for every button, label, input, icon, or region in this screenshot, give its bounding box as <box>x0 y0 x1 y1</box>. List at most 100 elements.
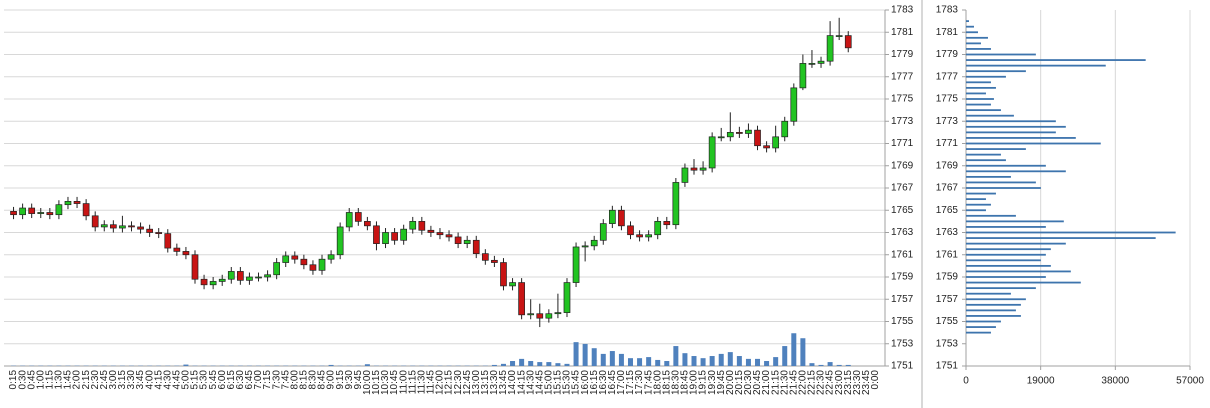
x-tick-label: 38000 <box>1101 376 1129 387</box>
candle-body <box>191 254 199 280</box>
x-tick-label: 21:00 <box>761 370 772 395</box>
candle-body <box>427 229 435 233</box>
candle-body <box>663 221 671 226</box>
x-tick-label: 0:45 <box>26 370 37 390</box>
x-tick-label: 20:00 <box>725 370 736 395</box>
volume-bar <box>664 361 670 366</box>
y-tick-label: 1775 <box>891 94 914 105</box>
y-tick-label: 1771 <box>891 138 914 149</box>
profile-bar <box>966 292 1011 295</box>
y-tick-label: 1777 <box>891 71 914 82</box>
profile-bar <box>966 31 978 34</box>
volume-bar <box>764 361 770 366</box>
candle-body <box>237 271 244 281</box>
volume-bar <box>836 364 842 366</box>
x-tick-label: 12:00 <box>435 370 446 395</box>
candle-body <box>173 247 181 252</box>
profile-bar <box>966 48 991 50</box>
x-tick-label: 16:30 <box>598 370 609 395</box>
candle-body <box>844 35 852 49</box>
x-tick-label: 15:45 <box>571 370 582 395</box>
x-tick-label: 4:30 <box>162 370 173 390</box>
x-tick-label: 22:30 <box>816 370 827 395</box>
x-tick-label: 5:15 <box>190 370 201 390</box>
candle-body <box>227 271 235 280</box>
candle-body <box>500 262 507 287</box>
profile-bar <box>966 253 1046 256</box>
y-tick-label: 1769 <box>936 160 959 171</box>
profile-bar <box>966 92 986 95</box>
candle-body <box>754 129 761 147</box>
volume-bar <box>791 333 797 366</box>
profile-bar <box>966 98 994 100</box>
volume-bar <box>364 364 370 366</box>
profile-bar <box>966 164 1046 167</box>
x-tick-label: 19:15 <box>698 370 709 395</box>
volume-bar <box>537 362 543 366</box>
profile-bar <box>966 81 991 84</box>
x-tick-label: 13:30 <box>489 370 500 395</box>
candle-body <box>273 262 281 276</box>
candle-body <box>835 35 843 37</box>
x-tick-label: 2:15 <box>81 370 92 390</box>
profile-bar <box>966 259 1041 262</box>
volume-bar <box>736 356 742 366</box>
profile-bar <box>966 59 1146 61</box>
volume-bar <box>718 353 724 366</box>
x-tick-label: 12:45 <box>462 370 473 395</box>
candle-body <box>82 203 90 217</box>
candle-body <box>545 313 553 319</box>
x-tick-label: 2:45 <box>99 370 110 390</box>
y-tick-label: 1781 <box>891 27 914 38</box>
profile-bar <box>966 203 991 206</box>
x-tick-label: 0:00 <box>870 370 881 390</box>
y-tick-label: 1771 <box>936 138 959 149</box>
profile-bar <box>966 198 986 201</box>
x-tick-label: 22:00 <box>798 370 809 395</box>
y-tick-label: 1755 <box>891 316 914 327</box>
volume-bar <box>727 352 733 366</box>
candle-body <box>590 239 598 247</box>
candle-body <box>37 212 45 214</box>
candle-body <box>745 129 752 134</box>
x-tick-label: 4:45 <box>171 370 182 390</box>
x-tick-label: 3:30 <box>126 370 137 390</box>
y-tick-label: 1761 <box>891 249 914 260</box>
profile-bar <box>966 214 1016 217</box>
profile-bar <box>966 137 1076 139</box>
candle-body <box>146 228 153 233</box>
x-tick-label: 7:15 <box>262 370 273 390</box>
x-tick-label: 20:30 <box>743 370 754 395</box>
y-tick-label: 1767 <box>891 183 914 194</box>
profile-bar <box>966 148 1026 150</box>
y-tick-label: 1757 <box>891 294 914 305</box>
candle-body <box>436 232 444 236</box>
y-tick-label: 1763 <box>936 227 959 238</box>
candle-body <box>726 132 734 138</box>
candle-body <box>318 258 326 271</box>
x-tick-label: 18:30 <box>671 370 682 395</box>
volume-bar <box>591 348 597 366</box>
profile-bar <box>966 36 988 39</box>
x-tick-label: 10:45 <box>389 370 400 395</box>
candle-body <box>155 232 163 234</box>
volume-bar <box>818 364 824 366</box>
candle-body <box>581 245 589 248</box>
profile-bar <box>966 209 986 212</box>
x-tick-label: 0:30 <box>17 370 28 390</box>
volume-bar <box>655 359 661 366</box>
y-tick-label: 1781 <box>936 27 959 38</box>
x-tick-label: 14:15 <box>516 370 527 395</box>
profile-bar <box>966 309 1016 312</box>
volume-bar <box>773 357 779 366</box>
x-tick-label: 6:45 <box>244 370 255 390</box>
x-tick-label: 3:45 <box>135 370 146 390</box>
y-tick-label: 1763 <box>891 227 914 238</box>
profile-bar <box>966 248 1051 251</box>
candle-body <box>345 212 353 228</box>
x-tick-label: 23:45 <box>861 370 872 395</box>
candle-body <box>264 274 271 278</box>
profile-bar <box>966 114 1014 117</box>
candle-body <box>518 282 525 316</box>
